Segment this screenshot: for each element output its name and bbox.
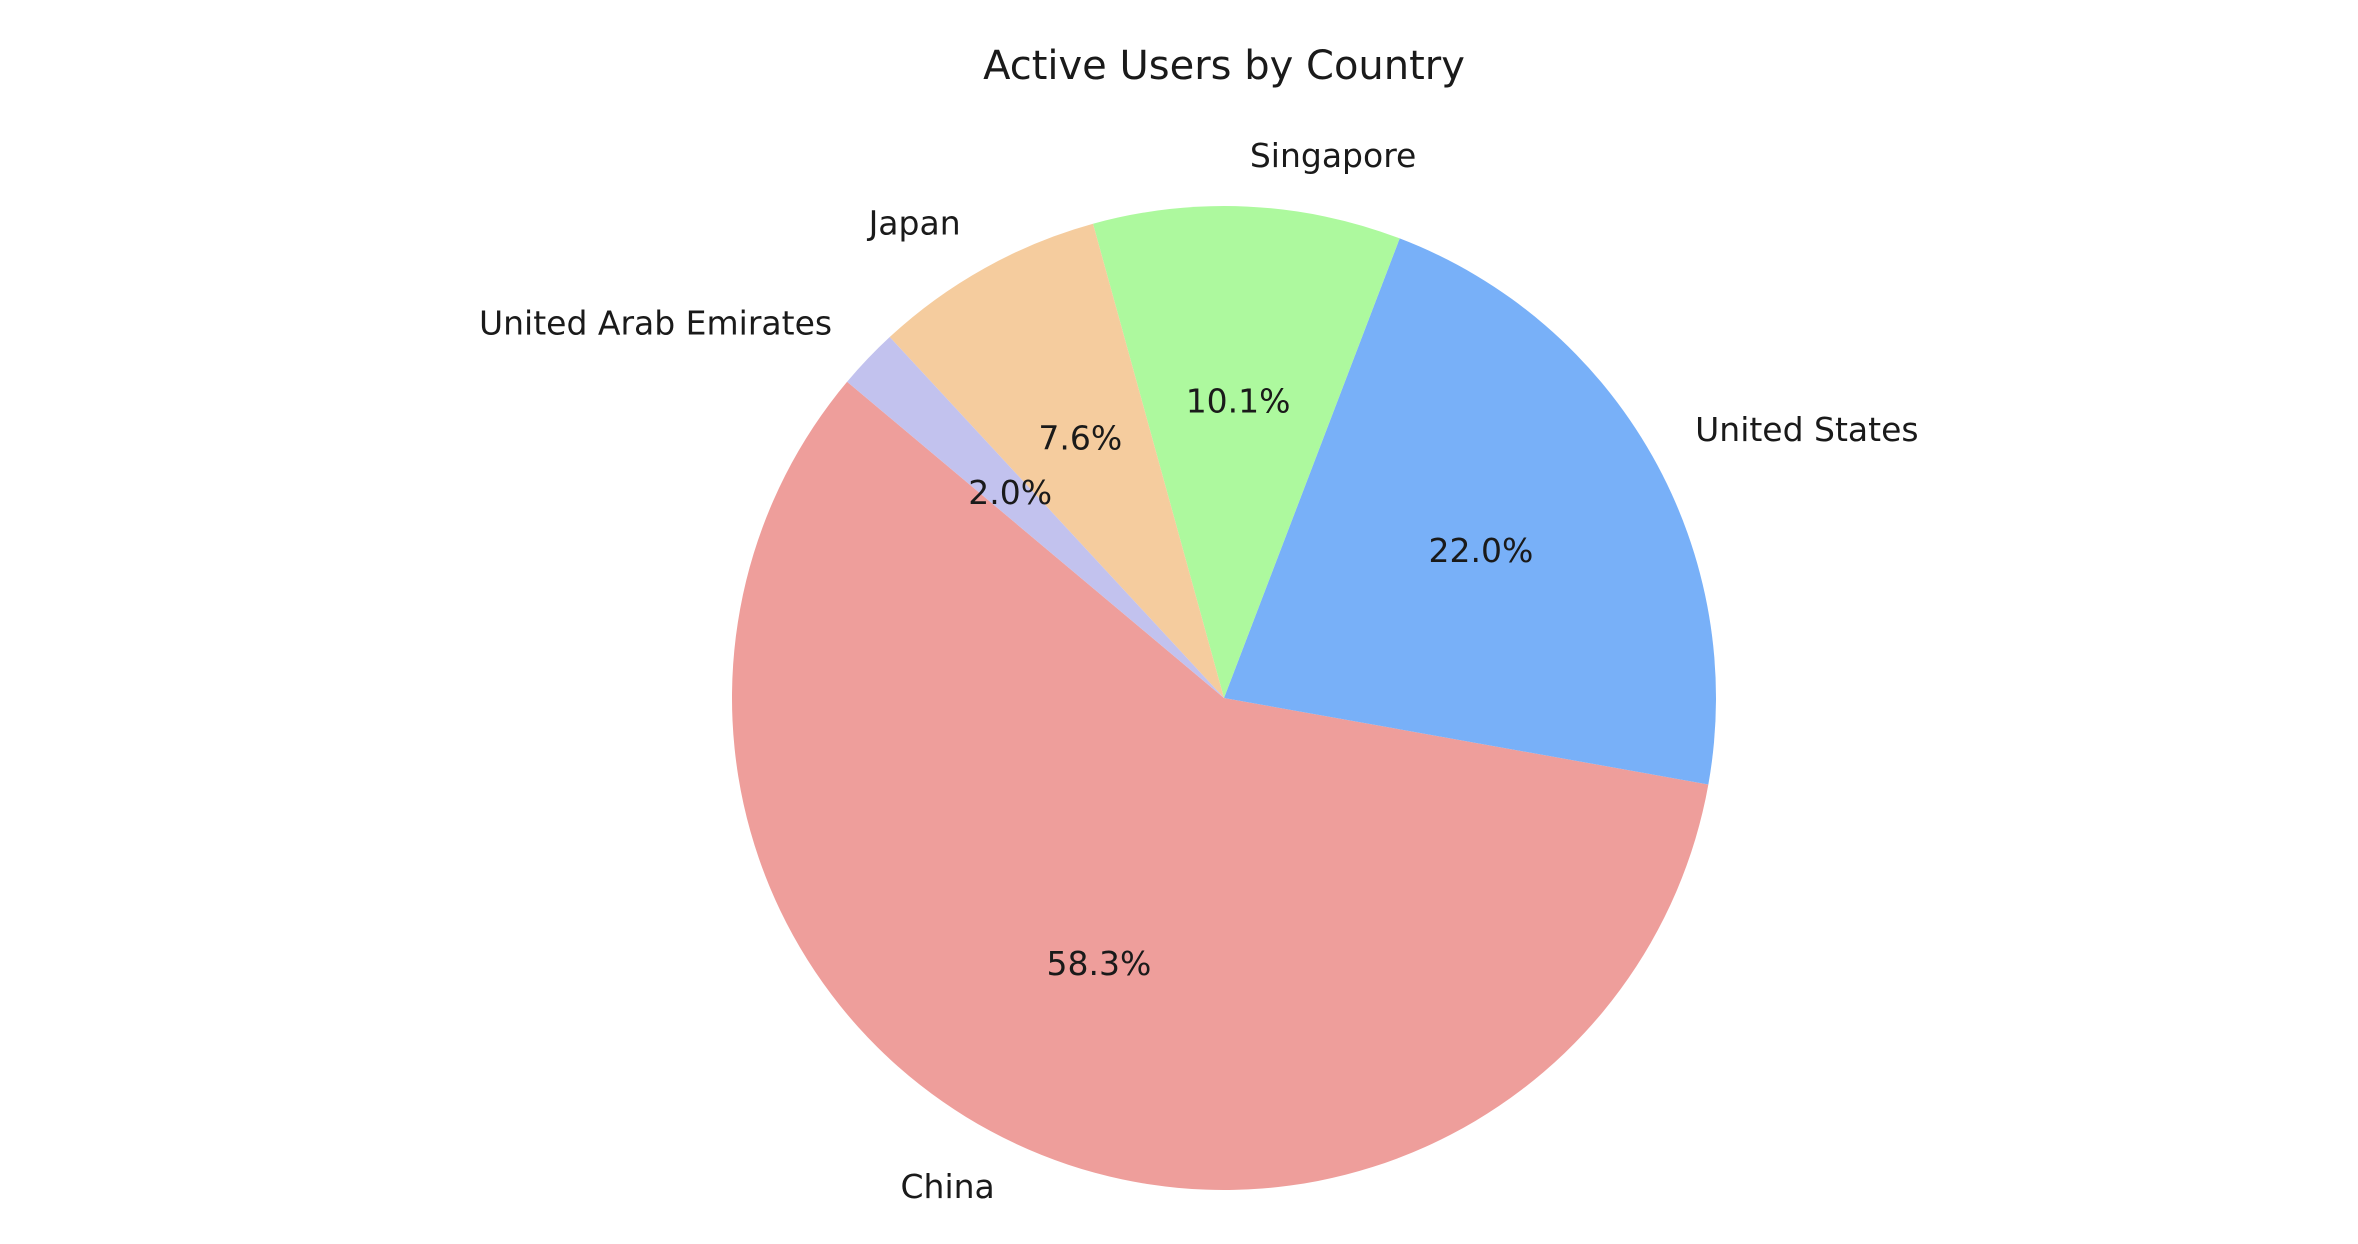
value-label: 7.6% — [1038, 419, 1122, 458]
pie-slice — [889, 223, 1224, 698]
value-label: 2.0% — [968, 473, 1052, 512]
value-label: 22.0% — [1429, 531, 1534, 570]
pie-slice — [731, 381, 1709, 1191]
pie-slice — [1224, 238, 1716, 785]
value-label: 58.3% — [1047, 944, 1152, 983]
category-label: Singapore — [1250, 136, 1416, 175]
pie-slice — [1093, 206, 1400, 699]
chart-title: Active Users by Country — [983, 43, 1465, 89]
category-label: United States — [1695, 410, 1918, 449]
value-label: 10.1% — [1186, 382, 1291, 421]
category-label: Japan — [867, 204, 961, 243]
category-label: United Arab Emirates — [479, 303, 832, 342]
category-label: China — [900, 1167, 994, 1206]
pie-slice — [847, 337, 1224, 698]
